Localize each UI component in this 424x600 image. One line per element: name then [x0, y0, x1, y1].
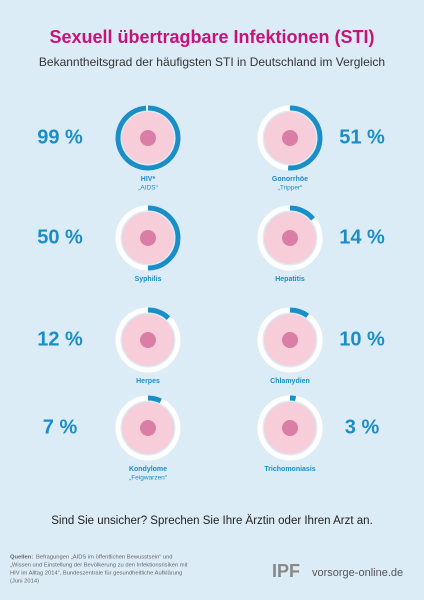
category-label: Hepatitis	[275, 276, 305, 283]
value-label: 3 %	[345, 416, 380, 438]
category-label: Herpes	[136, 378, 160, 385]
category-label: HIV*	[141, 176, 156, 183]
sources-line: HIV im Alltag 2014“, Bundeszentrale für …	[10, 571, 182, 577]
category-label: Gonorrhöe	[272, 176, 308, 183]
ring-arc	[289, 395, 297, 401]
sources-line: Befragungen „AIDS im öffentlichen Bewuss…	[36, 555, 173, 561]
icon	[140, 332, 156, 348]
ring-arc	[115, 105, 181, 171]
icon	[282, 230, 298, 246]
value-label: 14 %	[339, 226, 385, 248]
icon	[140, 230, 156, 246]
value-label: 10 %	[339, 328, 385, 350]
logo-mark: IPF	[272, 561, 300, 581]
ring-arc	[289, 307, 310, 318]
chart-subtitle: Bekanntheitsgrad der häufigsten STI in D…	[39, 55, 385, 69]
ring-arc	[289, 205, 316, 221]
category-sublabel: „AIDS“	[138, 185, 158, 192]
category-sublabel: „Tripper“	[278, 185, 303, 192]
call-to-action: Sind Sie unsicher? Sprechen Sie Ihre Ärz…	[51, 515, 373, 527]
sources-line: „Wissen und Einstellung der Bevölkerung …	[10, 563, 188, 569]
icon	[282, 130, 298, 146]
icon	[282, 420, 298, 436]
category-label: Chlamydien	[270, 378, 310, 385]
logo-url: vorsorge-online.de	[312, 567, 403, 579]
ring-arc	[147, 307, 171, 321]
ring-arc	[147, 205, 181, 271]
ring-arc	[287, 105, 323, 171]
value-label: 7 %	[43, 416, 78, 438]
value-label: 50 %	[37, 226, 83, 248]
category-sublabel: „Feigwarzen“	[129, 475, 167, 482]
category-label: Syphilis	[135, 276, 162, 283]
icon	[140, 130, 156, 146]
icon	[282, 332, 298, 348]
category-label: Kondylome	[129, 466, 167, 473]
value-label: 12 %	[37, 328, 83, 350]
category-label: Trichomoniasis	[264, 466, 315, 473]
value-label: 51 %	[339, 126, 385, 148]
ring-arc	[147, 395, 162, 404]
chart-title: Sexuell übertragbare Infektionen (STI)	[49, 27, 374, 47]
sources-label: Quellen:	[10, 555, 33, 561]
icon	[140, 420, 156, 436]
sources-line: (Juni 2014)	[10, 579, 39, 585]
value-label: 99 %	[37, 126, 83, 148]
